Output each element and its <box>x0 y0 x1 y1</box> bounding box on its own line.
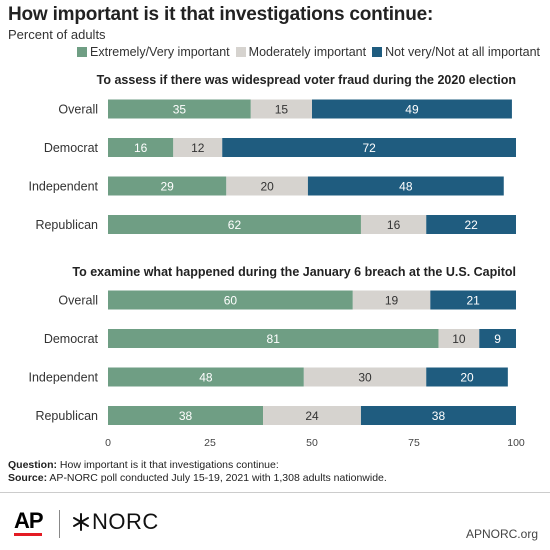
category-label: Democrat <box>44 332 99 346</box>
bar-segment <box>108 290 353 310</box>
x-tick-label: 50 <box>306 437 318 449</box>
data-label: 21 <box>466 294 480 308</box>
category-label: Republican <box>35 218 98 232</box>
data-label: 48 <box>199 371 213 385</box>
bar-segment <box>108 367 304 387</box>
chart-subtitle: Percent of adults <box>8 27 106 42</box>
bar-segment <box>108 329 439 348</box>
norc-asterisk-icon <box>73 513 89 531</box>
logo-divider <box>59 510 60 538</box>
legend-label: Not very/Not at all important <box>385 45 540 59</box>
ap-logo-underline <box>14 533 42 536</box>
bar-segment <box>108 176 227 196</box>
data-label: 16 <box>387 218 401 232</box>
website-link[interactable]: APNORC.org <box>465 527 538 541</box>
data-label: 10 <box>452 332 466 346</box>
bar-segment <box>307 176 504 196</box>
data-label: 48 <box>399 180 413 194</box>
bar-segment <box>108 138 174 157</box>
data-label: 20 <box>460 371 474 385</box>
panel-title: To assess if there was widespread voter … <box>97 73 516 87</box>
bar-segment <box>108 99 251 119</box>
bar-segment <box>426 367 508 387</box>
data-label: 16 <box>134 141 148 155</box>
legend-item-moderately-important: Moderately important <box>235 45 367 59</box>
data-label: 38 <box>432 409 446 423</box>
bar-segment <box>222 138 517 157</box>
bar-segment <box>426 215 516 234</box>
legend: Extremely/Very important Moderately impo… <box>77 45 540 59</box>
category-label: Independent <box>28 180 98 194</box>
norc-logo: NORC <box>72 509 159 535</box>
bar-segment <box>360 215 427 234</box>
legend-label: Extremely/Very important <box>90 45 230 59</box>
data-label: 49 <box>405 103 419 117</box>
legend-item-very-important: Extremely/Very important <box>77 45 230 59</box>
data-label: 20 <box>260 180 274 194</box>
data-label: 12 <box>191 141 205 155</box>
data-label: 24 <box>305 409 319 423</box>
x-tick-label: 25 <box>204 437 216 449</box>
legend-swatch <box>372 47 383 57</box>
bar-segment <box>108 215 361 234</box>
panel-title: To examine what happened during the Janu… <box>72 265 516 279</box>
bar-segment <box>479 329 516 348</box>
data-label: 72 <box>362 141 376 155</box>
data-label: 29 <box>160 180 174 194</box>
category-label: Overall <box>58 103 98 117</box>
data-label: 38 <box>179 409 193 423</box>
data-label: 15 <box>275 103 289 117</box>
legend-item-not-important: Not very/Not at all important <box>372 45 540 59</box>
bar-segment <box>250 99 312 119</box>
x-tick-label: 75 <box>408 437 420 449</box>
data-label: 81 <box>267 332 281 346</box>
category-label: Overall <box>58 294 98 308</box>
legend-swatch <box>77 47 88 57</box>
bar-segment <box>360 406 516 425</box>
data-label: 19 <box>385 294 399 308</box>
bar-segment <box>303 367 427 387</box>
bar-segment <box>226 176 308 196</box>
bar-segment <box>263 406 361 425</box>
bar-segment <box>352 290 431 310</box>
chart-footer: Question: How important is it that inves… <box>8 459 387 485</box>
stacked-bar-chart: To assess if there was widespread voter … <box>28 73 525 449</box>
data-label: 62 <box>228 218 242 232</box>
footer-source: Source: AP-NORC poll conducted July 15-1… <box>8 472 387 484</box>
category-label: Democrat <box>44 141 99 155</box>
data-label: 22 <box>464 218 478 232</box>
legend-swatch <box>235 47 246 57</box>
x-tick-label: 0 <box>105 437 111 449</box>
bar-segment <box>108 406 264 425</box>
bar-segment <box>312 99 512 119</box>
chart-title: How important is it that investigations … <box>8 4 434 25</box>
footer-divider <box>0 492 550 493</box>
x-tick-label: 100 <box>507 437 525 449</box>
bar-segment <box>430 290 516 310</box>
ap-logo: AP <box>14 508 44 533</box>
footer-question: Question: How important is it that inves… <box>8 459 279 471</box>
bar-segment <box>438 329 480 348</box>
legend-label: Moderately important <box>248 45 367 59</box>
data-label: 60 <box>224 294 238 308</box>
data-label: 9 <box>494 332 501 346</box>
category-label: Republican <box>35 409 98 423</box>
bar-segment <box>173 138 223 157</box>
data-label: 35 <box>173 103 187 117</box>
category-label: Independent <box>28 371 98 385</box>
data-label: 30 <box>358 371 372 385</box>
